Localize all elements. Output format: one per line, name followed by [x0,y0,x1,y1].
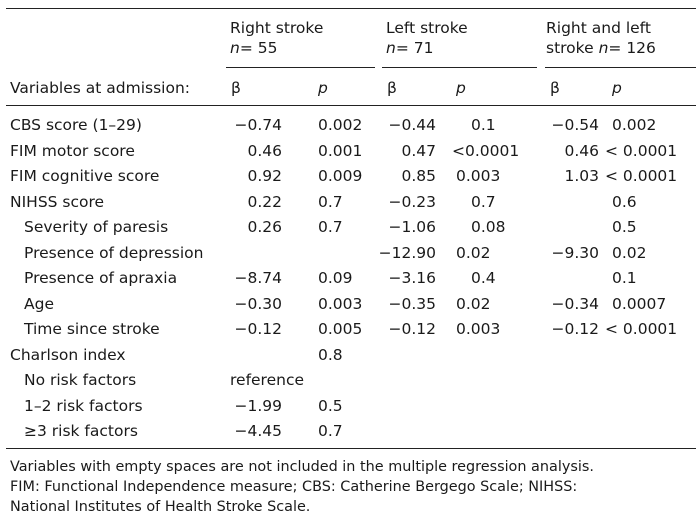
cell-p3: 0.02 [612,243,647,262]
cell-b1: 0.46 [247,141,282,160]
table-footnote: Variables with empty spaces are not incl… [10,457,696,517]
group2-n-value: = 71 [395,39,434,57]
row-label: Presence of apraxia [24,269,178,287]
row-label: 1–2 risk factors [24,396,143,415]
group3-stroke-word: stroke [546,39,594,57]
cell-b2: −0.35 [388,294,437,313]
cell-b2: −3.16 [388,269,437,287]
row-label: Time since stroke [24,320,160,338]
cell-p1: 0.5 [318,396,343,415]
cell-b1: 0.26 [247,218,282,236]
cell-p3: < 0.0001 [605,167,678,185]
p-header-1: p [318,79,328,97]
cell-p2: 0.003 [456,167,501,185]
row-label: No risk factors [24,371,137,389]
cell-b3: 0.46 [564,141,599,160]
cell-p2: 0.4 [471,269,496,287]
cell-p1: 0.009 [318,167,363,185]
cell-p2: <0.0001 [452,141,520,160]
cell-b1: −0.30 [234,294,283,313]
cell-p3: < 0.0001 [605,320,678,338]
footnote-line-1: Variables with empty spaces are not incl… [10,459,594,475]
group2-rule [382,67,537,68]
row-label: Charlson index [10,345,126,364]
top-rule [6,8,696,9]
group1-rule [226,67,375,68]
header-bottom-rule [6,105,696,106]
group2-n: n= 71 [386,38,433,58]
beta-header-2: β [387,79,397,97]
row-label: FIM motor score [10,141,135,160]
beta-header-3: β [550,79,560,97]
cell-b3: −0.54 [551,116,600,134]
variables-header: Variables at admission: [10,79,190,97]
cell-p3: 0.002 [612,116,657,134]
cell-b1: reference [230,371,305,389]
p-header-2: p [456,79,466,97]
cell-b1: 0.22 [247,192,282,211]
cell-p1: 0.003 [318,294,363,313]
group1-title: Right stroke [230,19,324,37]
p-header-3: p [612,79,622,97]
cell-b2: −1.06 [388,218,437,236]
group3-n-value: = 126 [608,39,656,57]
group3-n: stroke n= 126 [546,38,656,58]
cell-b2: −0.44 [388,116,437,134]
cell-b3: −0.34 [551,294,600,313]
group3-rule [545,67,696,68]
cell-p2: 0.1 [471,116,496,134]
cell-p3: < 0.0001 [605,141,678,160]
cell-p1: 0.002 [318,116,363,134]
cell-b2: −0.12 [388,320,437,338]
cell-b1: −0.12 [234,320,283,338]
row-label: CBS score (1–29) [10,116,142,134]
cell-b1: −8.74 [234,269,283,287]
cell-p2: 0.7 [471,192,496,211]
cell-b1: −0.74 [234,116,283,134]
group2-title: Left stroke [386,19,468,37]
row-label: FIM cognitive score [10,167,160,185]
cell-p2: 0.08 [471,218,506,236]
cell-b3: 1.03 [564,167,599,185]
row-label: Severity of paresis [24,218,169,236]
group1-n: n= 55 [230,38,277,58]
cell-b1: −4.45 [234,422,283,440]
row-label: Age [24,294,54,313]
cell-b2: −12.90 [378,243,436,262]
cell-p1: 0.8 [318,345,343,364]
footnote-line-3: National Institutes of Health Stroke Sca… [10,499,311,515]
cell-p2: 0.003 [456,320,501,338]
cell-p1: 0.7 [318,192,343,211]
beta-header-1: β [231,79,241,97]
cell-b1: 0.92 [247,167,282,185]
cell-p1: 0.09 [318,269,353,287]
cell-b1: −1.99 [234,396,283,415]
cell-p3: 0.6 [612,192,637,211]
group1-n-value: = 55 [239,39,278,57]
group3-title: Right and left [546,19,651,37]
cell-b2: −0.23 [388,192,437,211]
n-symbol: n [230,39,240,57]
row-label: ≥3 risk factors [24,422,138,440]
row-label: Presence of depression [24,243,204,262]
cell-p3: 0.5 [612,218,637,236]
cell-p3: 0.0007 [612,294,667,313]
cell-b2: 0.47 [401,141,436,160]
n-symbol: n [386,39,396,57]
n-symbol: n [598,39,609,57]
cell-p1: 0.7 [318,422,343,440]
cell-p2: 0.02 [456,243,491,262]
cell-b3: −0.12 [551,320,600,338]
cell-b3: −9.30 [551,243,600,262]
cell-p3: 0.1 [612,269,637,287]
cell-p1: 0.7 [318,218,343,236]
row-label: NIHSS score [10,192,105,211]
cell-b2: 0.85 [401,167,436,185]
table-bottom-rule [6,448,696,449]
footnote-line-2: FIM: Functional Independence measure; CB… [10,479,578,495]
cell-p1: 0.005 [318,320,363,338]
cell-p1: 0.001 [318,141,363,160]
cell-p2: 0.02 [456,294,491,313]
